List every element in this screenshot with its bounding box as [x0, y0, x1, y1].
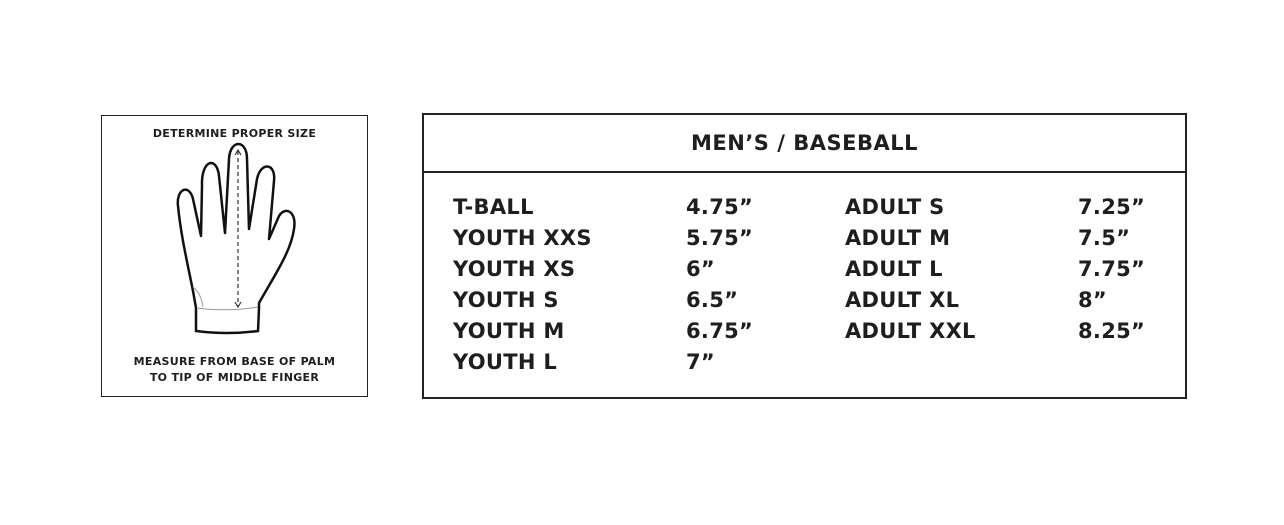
size-measurement: 8” [1078, 288, 1108, 312]
size-label: ADULT XL [845, 288, 960, 312]
size-label: ADULT L [845, 257, 943, 281]
size-measurement: 7” [686, 350, 716, 374]
size-measurement: 4.75” [686, 195, 754, 219]
size-measurement: 6.75” [686, 319, 754, 343]
size-measurement: 7.25” [1078, 195, 1146, 219]
size-label: YOUTH M [453, 319, 565, 343]
table-title: MEN’S / BASEBALL [424, 115, 1185, 173]
size-measurement: 5.75” [686, 226, 754, 250]
guide-instruction-line2: TO TIP OF MIDDLE FINGER [149, 371, 320, 384]
size-measurement: 7.5” [1078, 226, 1131, 250]
size-measurement: 6.5” [686, 288, 739, 312]
size-label: YOUTH S [453, 288, 559, 312]
size-label: YOUTH L [453, 350, 558, 374]
size-label: ADULT M [845, 226, 951, 250]
size-label: YOUTH XXS [453, 226, 592, 250]
size-label: ADULT S [845, 195, 945, 219]
size-measurement: 8.25” [1078, 319, 1146, 343]
guide-instruction-line1: MEASURE FROM BASE OF PALM [133, 355, 336, 368]
guide-title: DETERMINE PROPER SIZE [152, 127, 317, 140]
size-guide-panel: DETERMINE PROPER SIZE MEASURE FROM BASE … [101, 115, 368, 397]
size-chart-table: MEN’S / BASEBALL T-BALL 4.75” YOUTH XXS 5.7… [422, 113, 1187, 399]
size-label: YOUTH XS [453, 257, 576, 281]
size-measurement: 6” [686, 257, 716, 281]
glove-measure-icon [176, 142, 296, 335]
size-label: T-BALL [453, 195, 534, 219]
size-label: ADULT XXL [845, 319, 976, 343]
size-measurement: 7.75” [1078, 257, 1146, 281]
